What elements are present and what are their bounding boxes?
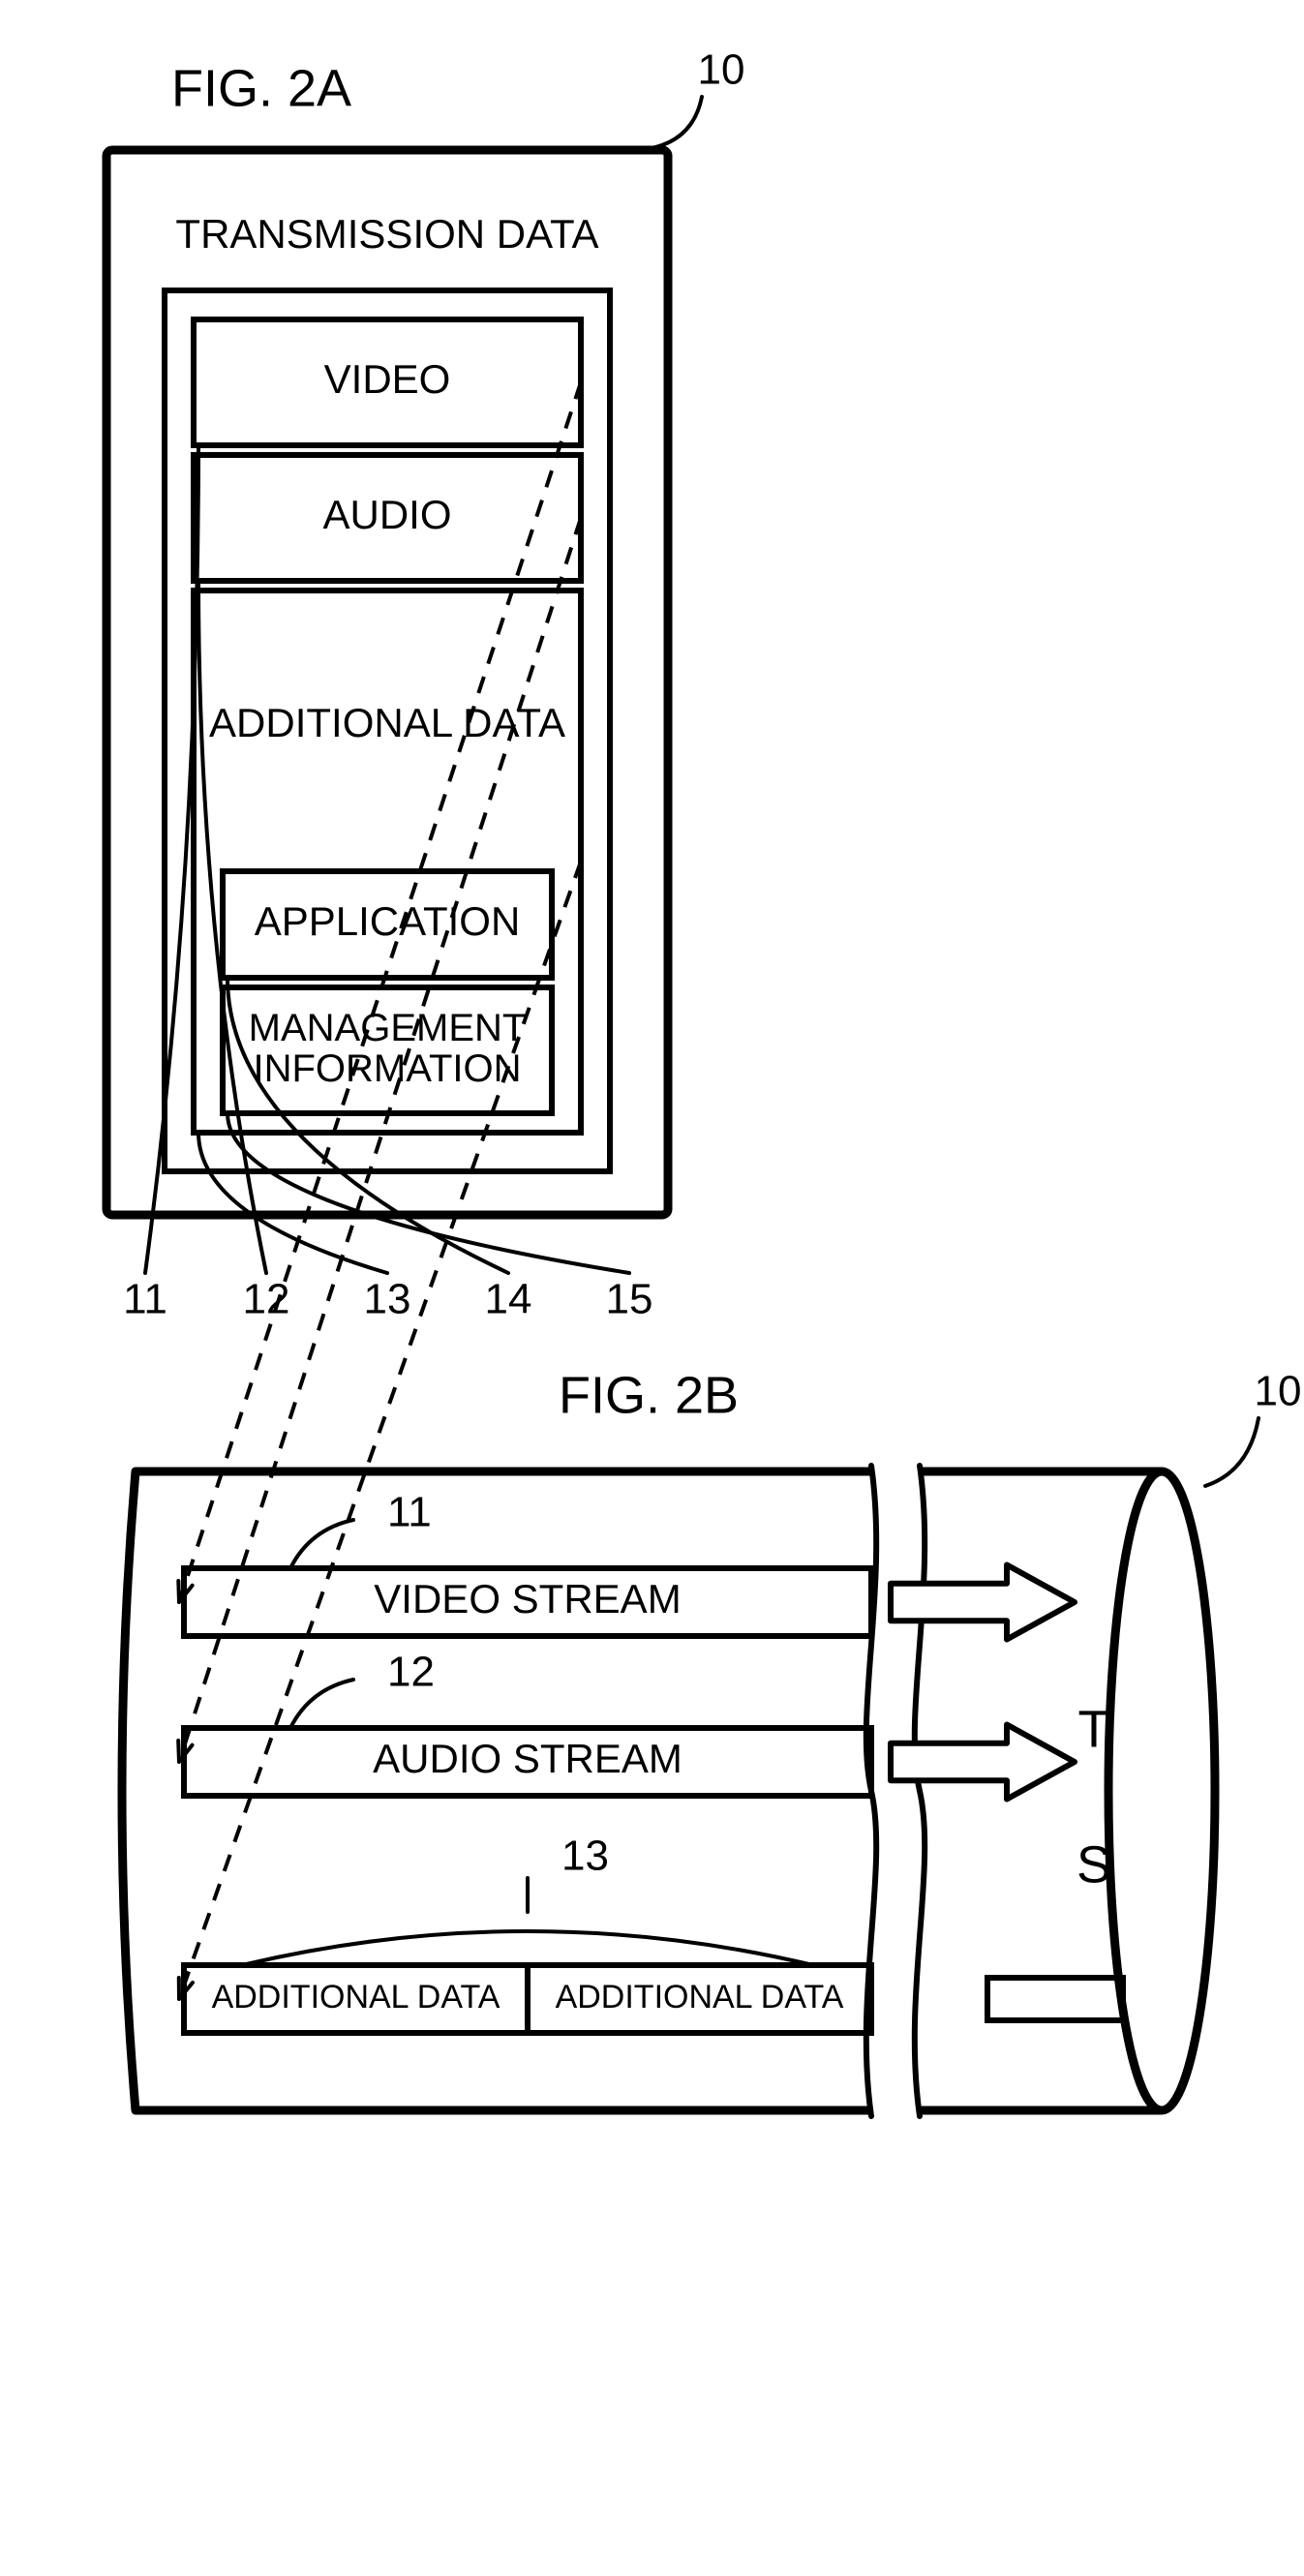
fig2a-num-15: 15 [606, 1276, 653, 1323]
fig2b-add1: ADDITIONAL DATA [212, 1979, 500, 2015]
fig2b-letter-s: S [1077, 1835, 1111, 1894]
fig2a-additional: ADDITIONAL DATA [209, 700, 565, 745]
fig2a-application: APPLICATION [255, 898, 521, 944]
fig2a-num-12: 12 [243, 1276, 290, 1323]
fig2b-cyl-num: 10 [1255, 1368, 1302, 1415]
fig2b-add-num: 13 [561, 1833, 609, 1880]
fig2b-video-label: VIDEO STREAM [374, 1576, 681, 1621]
fig2b-add2: ADDITIONAL DATA [556, 1979, 844, 2015]
fig2a-audio: AUDIO [322, 492, 451, 537]
fig2a-num-14: 14 [485, 1276, 532, 1323]
fig2b-video-num: 11 [387, 1489, 432, 1536]
fig2a-outer-num: 10 [698, 46, 745, 94]
fig2b-letter-t: T [1078, 1700, 1110, 1758]
fig2b-audio-num: 12 [387, 1649, 435, 1696]
fig2a-video: VIDEO [324, 356, 451, 402]
fig2a-management: MANAGEMENTINFORMATION [249, 1007, 527, 1090]
fig2b-title: FIG. 2B [559, 1366, 739, 1424]
fig2a-num-11: 11 [123, 1276, 167, 1323]
fig2a-title: FIG. 2A [171, 59, 351, 117]
fig2a-header: TRANSMISSION DATA [175, 211, 598, 257]
fig2b-audio-label: AUDIO STREAM [373, 1736, 682, 1781]
fig2a-num-13: 13 [364, 1276, 411, 1323]
